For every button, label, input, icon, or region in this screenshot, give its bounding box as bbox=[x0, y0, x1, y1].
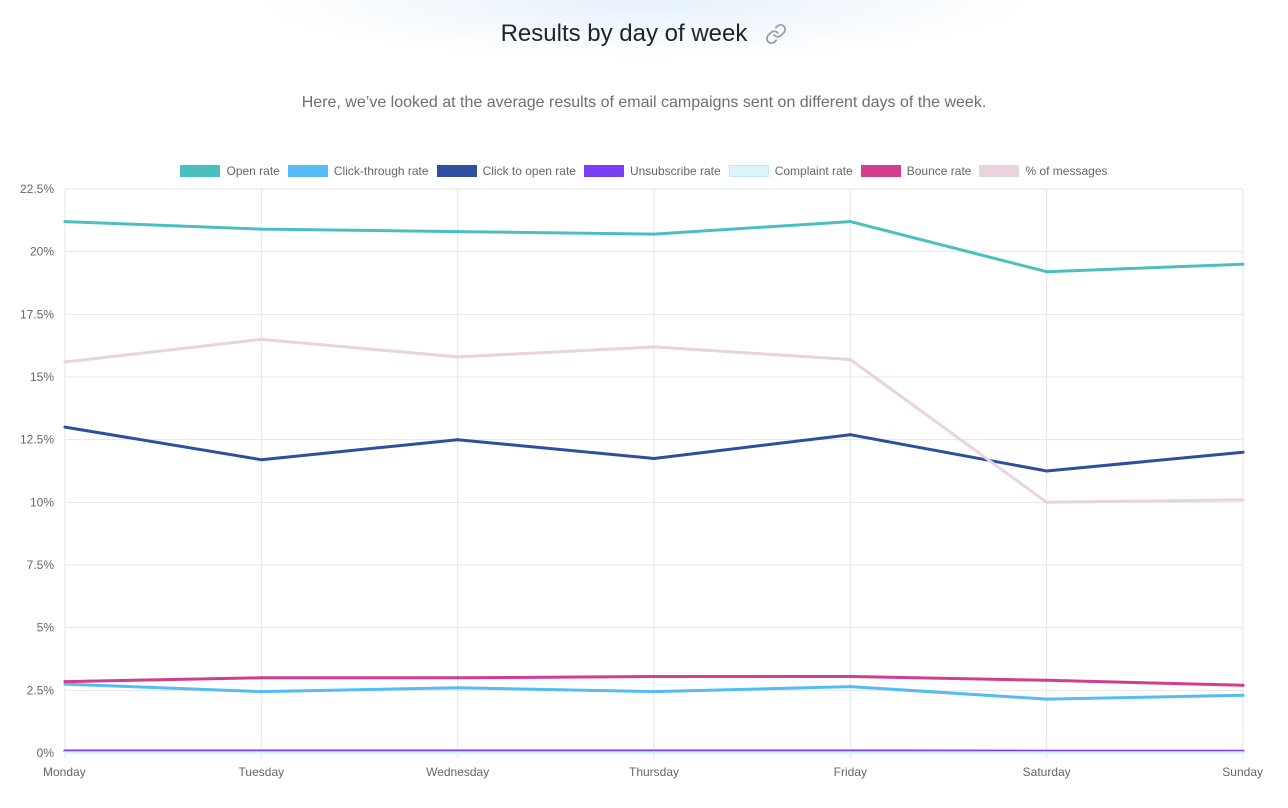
data-point bbox=[456, 230, 460, 234]
data-point bbox=[1045, 270, 1049, 274]
legend-label: Bounce rate bbox=[906, 164, 972, 178]
legend-label: Open rate bbox=[226, 164, 280, 178]
legend-label: Unsubscribe rate bbox=[629, 164, 721, 178]
data-point bbox=[848, 433, 852, 437]
legend-item[interactable]: Complaint rate bbox=[728, 164, 853, 178]
y-tick-label: 20% bbox=[30, 245, 54, 259]
page-subtitle: Here, we’ve looked at the average result… bbox=[301, 94, 987, 111]
data-point bbox=[652, 232, 656, 236]
x-tick-label: Wednesday bbox=[426, 765, 489, 779]
data-point bbox=[456, 686, 460, 690]
data-point bbox=[848, 675, 852, 679]
legend-swatch bbox=[180, 165, 221, 177]
y-tick-label: 12.5% bbox=[20, 433, 54, 447]
data-point bbox=[259, 751, 263, 755]
data-point bbox=[456, 676, 460, 680]
legend-label: Complaint rate bbox=[774, 164, 853, 178]
y-tick-label: 10% bbox=[30, 495, 54, 509]
y-tick-label: 2.5% bbox=[27, 683, 55, 697]
data-point bbox=[1241, 751, 1245, 755]
legend-label: Click to open rate bbox=[482, 164, 576, 178]
data-point bbox=[1241, 262, 1245, 266]
data-point bbox=[1045, 678, 1049, 682]
data-point bbox=[1241, 498, 1245, 502]
x-tick-label: Monday bbox=[43, 765, 86, 779]
y-tick-label: 7.5% bbox=[27, 558, 55, 572]
legend-label: % of messages bbox=[1025, 164, 1108, 178]
data-point bbox=[259, 676, 263, 680]
legend-item[interactable]: Bounce rate bbox=[860, 164, 972, 178]
y-tick-label: 15% bbox=[30, 370, 54, 384]
data-point bbox=[259, 458, 263, 462]
header: Results by day of week bbox=[0, 20, 1288, 48]
data-point bbox=[259, 690, 263, 694]
y-tick-label: 17.5% bbox=[20, 307, 54, 321]
data-point bbox=[1045, 469, 1049, 473]
legend-item[interactable]: Open rate bbox=[180, 164, 280, 178]
data-point bbox=[63, 425, 67, 429]
data-point bbox=[63, 220, 67, 224]
data-point bbox=[1045, 697, 1049, 701]
x-tick-label: Sunday bbox=[1222, 765, 1263, 779]
data-point bbox=[652, 345, 656, 349]
x-tick-label: Friday bbox=[834, 765, 867, 779]
y-tick-label: 0% bbox=[37, 746, 55, 760]
data-point bbox=[848, 751, 852, 755]
data-point bbox=[1045, 751, 1049, 755]
x-tick-label: Saturday bbox=[1023, 765, 1071, 779]
data-point bbox=[652, 751, 656, 755]
legend-swatch bbox=[436, 165, 477, 177]
y-tick-label: 22.5% bbox=[20, 182, 54, 196]
data-point bbox=[63, 360, 67, 364]
chart-legend: Open rate Click-through rate Click to open… bbox=[0, 164, 1288, 178]
legend-item[interactable]: Click to open rate bbox=[436, 164, 576, 178]
data-point bbox=[848, 685, 852, 689]
data-point bbox=[63, 680, 67, 684]
legend-swatch bbox=[860, 165, 901, 177]
page-title: Results by day of week bbox=[500, 20, 748, 47]
data-point bbox=[456, 751, 460, 755]
y-tick-label: 5% bbox=[37, 621, 55, 635]
legend-swatch bbox=[583, 165, 624, 177]
data-point bbox=[1045, 500, 1049, 504]
data-point bbox=[848, 220, 852, 224]
link-icon[interactable] bbox=[765, 23, 787, 45]
data-point bbox=[259, 227, 263, 231]
data-point bbox=[456, 438, 460, 442]
data-point bbox=[1241, 693, 1245, 697]
legend-item[interactable]: % of messages bbox=[979, 164, 1108, 178]
data-point bbox=[1241, 683, 1245, 687]
legend-swatch bbox=[979, 165, 1020, 177]
legend-label: Click-through rate bbox=[333, 164, 429, 178]
data-point bbox=[652, 675, 656, 679]
legend-swatch bbox=[287, 165, 328, 177]
legend-item[interactable]: Unsubscribe rate bbox=[583, 164, 721, 178]
data-point bbox=[652, 690, 656, 694]
data-point bbox=[652, 456, 656, 460]
data-point bbox=[456, 355, 460, 359]
data-point bbox=[1241, 450, 1245, 454]
legend-swatch bbox=[728, 165, 769, 177]
data-point bbox=[259, 337, 263, 341]
data-point bbox=[848, 357, 852, 361]
x-tick-label: Thursday bbox=[629, 765, 679, 779]
data-point bbox=[63, 751, 67, 755]
x-tick-label: Tuesday bbox=[239, 765, 285, 779]
data-point bbox=[63, 682, 67, 686]
legend-item[interactable]: Click-through rate bbox=[287, 164, 429, 178]
